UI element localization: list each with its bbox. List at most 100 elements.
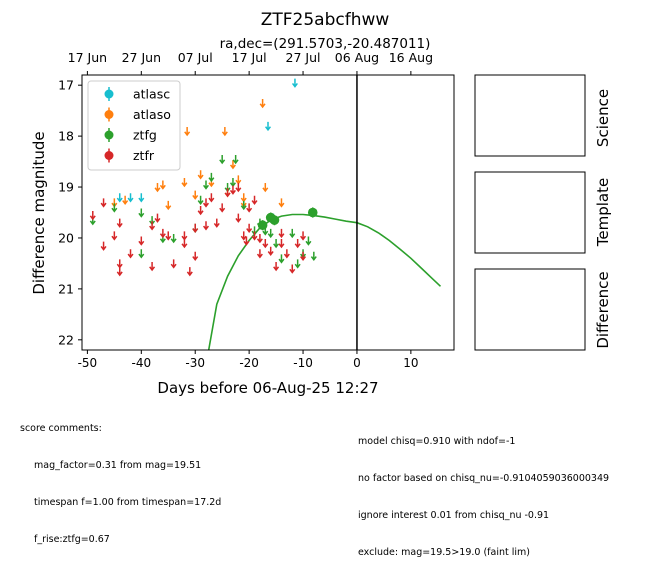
atlaso-upper-limit-point <box>154 183 161 193</box>
y-tick-label: 20 <box>58 230 74 245</box>
model-comment-line: exclude: mag=19.5>19.0 (faint lim) <box>358 547 530 559</box>
score-comment-line: timespan f=1.00 from timespan=17.2d <box>34 497 222 509</box>
ztfr-upper-limit-point <box>192 223 199 234</box>
difference-panel-label: Difference <box>594 271 612 348</box>
ztfr-upper-limit-point <box>100 241 107 251</box>
chart-title: ZTF25abcfhww <box>261 10 390 30</box>
score-comment-line: f_rise:ztfg=0.67 <box>34 534 110 546</box>
ztfg-upper-limit-point <box>208 172 215 183</box>
atlasc-upper-limit-point <box>291 78 298 88</box>
ztfr-upper-limit-point <box>300 251 307 262</box>
x-tick-label: -40 <box>131 356 151 370</box>
x-axis-label: Days before 06-Aug-25 12:27 <box>157 379 378 397</box>
ztfr-upper-limit-point <box>192 251 199 262</box>
atlaso-upper-limit-point <box>184 127 191 137</box>
atlasc-upper-limit-point <box>116 193 123 203</box>
ztfr-upper-limit-point <box>170 259 177 269</box>
ztfr-upper-limit-point <box>213 218 220 228</box>
atlaso-upper-limit-point <box>259 99 266 109</box>
ztfg-upper-limit-point <box>229 177 236 188</box>
ztfr-upper-limit-point <box>289 264 296 274</box>
legend-box <box>87 80 181 171</box>
cutout-panels: Science Template Difference <box>474 74 612 351</box>
ztfg-upper-limit-point <box>203 180 209 190</box>
score-comment-line: mag_factor=0.31 from mag=19.51 <box>34 460 202 472</box>
y-tick-label: 18 <box>58 129 74 144</box>
ztfr-upper-limit-point <box>219 203 226 213</box>
ztfg-upper-limit-point <box>170 233 177 244</box>
ztfr-upper-limit-point <box>89 211 96 221</box>
top-axis-date-label: 16 Aug <box>389 50 433 65</box>
ztfr-upper-limit-point <box>203 198 209 208</box>
model-curve <box>207 213 442 350</box>
ztfr-upper-limit-point <box>149 221 156 231</box>
legend-dot-ztfg <box>104 130 114 140</box>
ztfg-detection-point <box>257 220 268 231</box>
y-tick-label: 17 <box>58 78 74 93</box>
atlasc-upper-limit-point <box>138 193 145 203</box>
legend-label-ztfg: ztfg <box>133 128 157 143</box>
top-axis-date-label: 07 Jul <box>178 50 213 65</box>
y-axis: 17 18 19 20 21 22 <box>58 78 82 347</box>
ztfr-upper-limit-point <box>111 231 118 241</box>
top-axis-date-label: 06 Aug <box>335 50 379 65</box>
ztfg-upper-limit-point <box>232 155 239 165</box>
science-panel <box>474 74 586 157</box>
legend-dot-ztfr <box>104 151 114 160</box>
atlaso-upper-limit-point <box>122 195 129 206</box>
legend-dot-atlasc <box>104 89 114 99</box>
ztfr-upper-limit-point <box>273 261 280 272</box>
ztfr-upper-limit-point <box>116 259 123 269</box>
ztfr-upper-limit-point <box>127 249 134 259</box>
x-tick-label: 10 <box>403 356 418 370</box>
ztfr-upper-limit-point <box>116 267 123 277</box>
light-curve-figure: 17 Jun 27 Jun 07 Jul 17 Jul 27 Jul 06 Aug 16 A… <box>30 10 612 397</box>
legend-label-atlasc: atlasc <box>133 87 170 102</box>
ztfr-upper-limit-point <box>100 198 107 208</box>
ztfg-upper-limit-point <box>278 254 285 264</box>
top-axis-date-label: 27 Jul <box>286 50 321 65</box>
ztfg-upper-limit-point <box>111 203 118 213</box>
atlaso-upper-limit-point <box>197 170 204 180</box>
atlaso-upper-limit-point <box>262 183 269 193</box>
x-tick-label: -30 <box>185 356 205 370</box>
ztfr-upper-limit-point <box>208 193 215 203</box>
legend: atlasc atlaso ztfg ztfr <box>87 80 181 171</box>
ztfr-upper-limit-point <box>186 267 193 277</box>
ztfr-upper-limit-point <box>235 183 242 193</box>
ztfg-detection-point <box>269 215 280 225</box>
ztfr-upper-limit-point <box>256 233 263 244</box>
x-tick-label: 0 <box>353 356 361 370</box>
ztfr-upper-limit-point <box>251 195 258 206</box>
ztfg-upper-limit-point <box>310 251 317 262</box>
ztfr-upper-limit-point <box>229 185 236 195</box>
ztfg-upper-limit-point <box>219 155 226 165</box>
template-panel <box>474 171 586 254</box>
atlaso-upper-limit-point <box>235 175 242 185</box>
atlaso-upper-limit-point <box>181 177 188 188</box>
plot-frame <box>81 74 455 351</box>
model-comment-line: no factor based on chisq_nu=-0.910405903… <box>358 473 610 485</box>
science-panel-label: Science <box>594 89 612 147</box>
ztfr-upper-limit-point <box>262 239 269 249</box>
ztfr-upper-limit-point <box>246 203 253 213</box>
atlaso-upper-limit-point <box>229 160 236 170</box>
ztfr-upper-limit-point <box>197 205 204 216</box>
ztfg-upper-limit-point <box>267 228 274 239</box>
ztfr-upper-limit-point <box>203 221 209 231</box>
ztfr-upper-limit-point <box>267 246 274 256</box>
ztfr-upper-limit-point <box>181 231 188 241</box>
legend-dot-atlaso <box>104 110 114 119</box>
y-tick-label: 21 <box>58 281 74 296</box>
ztfg-upper-limit-point <box>273 239 280 249</box>
model-comment-line: model chisq=0.910 with ndof=-1 <box>358 435 516 447</box>
ztfr-upper-limit-point <box>165 231 172 241</box>
difference-panel <box>474 268 586 351</box>
top-axis-date-label: 17 Jul <box>232 50 267 65</box>
ztfr-upper-limit-point <box>294 239 301 249</box>
top-axis-date-label: 17 Jun <box>68 50 107 65</box>
legend-label-atlaso: atlaso <box>133 107 171 122</box>
chart-subtitle: ra,dec=(291.5703,-20.487011) <box>220 36 431 52</box>
ztfr-upper-limit-point <box>235 213 242 223</box>
ztfr-upper-limit-point <box>300 231 307 241</box>
